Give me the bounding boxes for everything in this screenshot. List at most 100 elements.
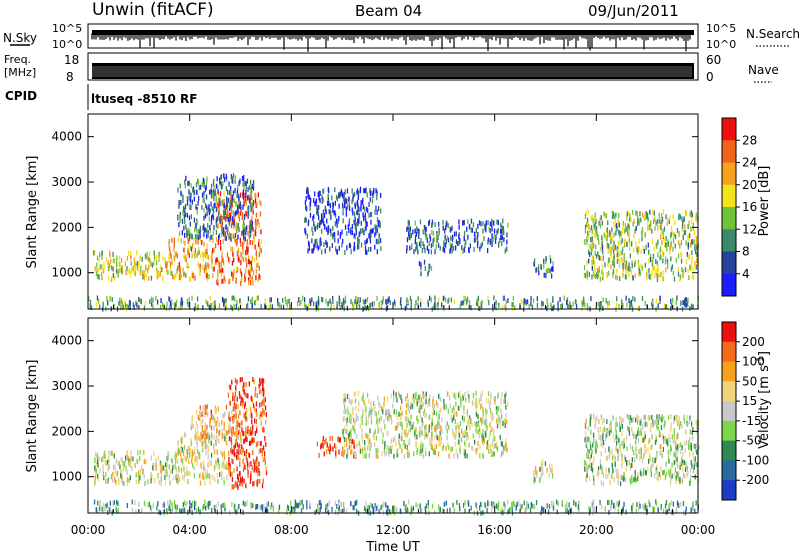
heatmap-cell bbox=[461, 415, 464, 421]
heatmap-cell bbox=[611, 455, 614, 461]
heatmap-cell bbox=[201, 441, 203, 447]
heatmap-cell bbox=[630, 217, 632, 223]
heatmap-cell bbox=[254, 431, 256, 436]
heatmap-cell bbox=[233, 414, 235, 420]
heatmap-cell bbox=[601, 305, 603, 311]
heatmap-cell bbox=[151, 301, 153, 307]
heatmap-cell bbox=[665, 438, 667, 444]
heatmap-cell bbox=[365, 239, 368, 245]
heatmap-cell bbox=[475, 408, 477, 413]
heatmap-cell bbox=[626, 302, 628, 308]
heatmap-cell bbox=[245, 250, 247, 256]
heatmap-cell bbox=[249, 277, 251, 283]
heatmap-cell bbox=[319, 198, 321, 204]
heatmap-cell bbox=[676, 228, 679, 233]
heatmap-cell bbox=[310, 197, 312, 203]
heatmap-cell bbox=[246, 408, 248, 414]
heatmap-cell bbox=[253, 238, 255, 244]
heatmap-cell bbox=[601, 244, 604, 250]
heatmap-cell bbox=[193, 465, 195, 471]
heatmap-cell bbox=[379, 222, 381, 228]
heatmap-cell bbox=[591, 467, 594, 473]
heatmap-cell bbox=[305, 196, 307, 201]
heatmap-cell bbox=[358, 301, 360, 307]
heatmap-cell bbox=[212, 301, 214, 307]
heatmap-cell bbox=[655, 298, 657, 304]
heatmap-cell bbox=[112, 471, 114, 477]
heatmap-cell bbox=[387, 430, 389, 436]
heatmap-cell bbox=[230, 445, 233, 451]
heatmap-cell bbox=[203, 430, 205, 436]
heatmap-cell bbox=[418, 449, 421, 455]
heatmap-cell bbox=[461, 431, 464, 437]
heatmap-cell bbox=[622, 418, 624, 424]
heatmap-cell bbox=[644, 300, 646, 306]
heatmap-cell bbox=[244, 451, 246, 456]
heatmap-cell bbox=[318, 453, 320, 458]
heatmap-cell bbox=[672, 246, 674, 252]
heatmap-cell bbox=[609, 450, 611, 456]
heatmap-cell bbox=[335, 218, 338, 224]
heatmap-cell bbox=[502, 226, 504, 231]
heatmap-cell bbox=[546, 467, 548, 473]
heatmap-cell bbox=[427, 402, 429, 408]
heatmap-cell bbox=[153, 261, 155, 266]
heatmap-cell bbox=[349, 413, 351, 418]
heatmap-cell bbox=[268, 305, 270, 311]
heatmap-cell bbox=[243, 214, 246, 219]
heatmap-cell bbox=[242, 176, 245, 182]
heatmap-cell bbox=[307, 219, 310, 225]
heatmap-cell bbox=[238, 193, 240, 199]
heatmap-cell bbox=[119, 262, 121, 268]
heatmap-cell bbox=[89, 303, 91, 309]
heatmap-cell bbox=[235, 210, 237, 216]
heatmap-cell bbox=[213, 196, 215, 202]
heatmap-cell bbox=[359, 304, 361, 310]
heatmap-cell bbox=[211, 474, 214, 480]
heatmap-cell bbox=[324, 439, 326, 445]
heatmap-cell bbox=[224, 506, 226, 512]
heatmap-cell bbox=[606, 242, 608, 248]
heatmap-cell bbox=[149, 505, 152, 511]
heatmap-cell bbox=[214, 407, 216, 413]
heatmap-cell bbox=[398, 421, 400, 427]
heatmap-cell bbox=[678, 443, 680, 449]
heatmap-cell bbox=[269, 297, 271, 303]
heatmap-cell bbox=[673, 433, 675, 439]
heatmap-cell bbox=[325, 449, 328, 455]
heatmap-cell bbox=[665, 242, 667, 248]
heatmap-cell bbox=[323, 220, 325, 226]
heatmap-cell bbox=[475, 228, 477, 234]
heatmap-cell bbox=[462, 248, 464, 254]
heatmap-cell bbox=[228, 428, 230, 434]
heatmap-cell bbox=[672, 214, 674, 220]
heatmap-cell bbox=[139, 298, 141, 304]
heatmap-cell bbox=[617, 248, 619, 254]
heatmap-cell bbox=[385, 450, 388, 456]
heatmap-cell bbox=[191, 453, 193, 459]
heatmap-cell bbox=[628, 232, 630, 238]
heatmap-cell bbox=[471, 227, 474, 233]
heatmap-cell bbox=[259, 402, 261, 408]
heatmap-cell bbox=[154, 255, 156, 261]
heatmap-cell bbox=[218, 459, 220, 465]
heatmap-cell bbox=[649, 209, 651, 215]
heatmap-cell bbox=[101, 271, 103, 277]
heatmap-cell bbox=[199, 480, 202, 486]
heatmap-cell bbox=[602, 428, 604, 434]
heatmap-cell bbox=[532, 298, 535, 304]
heatmap-cell bbox=[689, 478, 691, 484]
heatmap-cell bbox=[255, 274, 257, 280]
heatmap-cell bbox=[431, 436, 433, 442]
heatmap-cell bbox=[188, 245, 190, 251]
heatmap-cell bbox=[549, 467, 551, 473]
heatmap-cell bbox=[378, 410, 380, 416]
heatmap-cell bbox=[115, 458, 117, 464]
heatmap-cell bbox=[255, 411, 258, 417]
heatmap-cell bbox=[226, 202, 228, 208]
heatmap-cell bbox=[254, 459, 256, 465]
heatmap-cell bbox=[208, 204, 210, 210]
heatmap-cell bbox=[285, 299, 287, 305]
heatmap-cell bbox=[225, 301, 227, 307]
heatmap-cell bbox=[346, 204, 348, 210]
